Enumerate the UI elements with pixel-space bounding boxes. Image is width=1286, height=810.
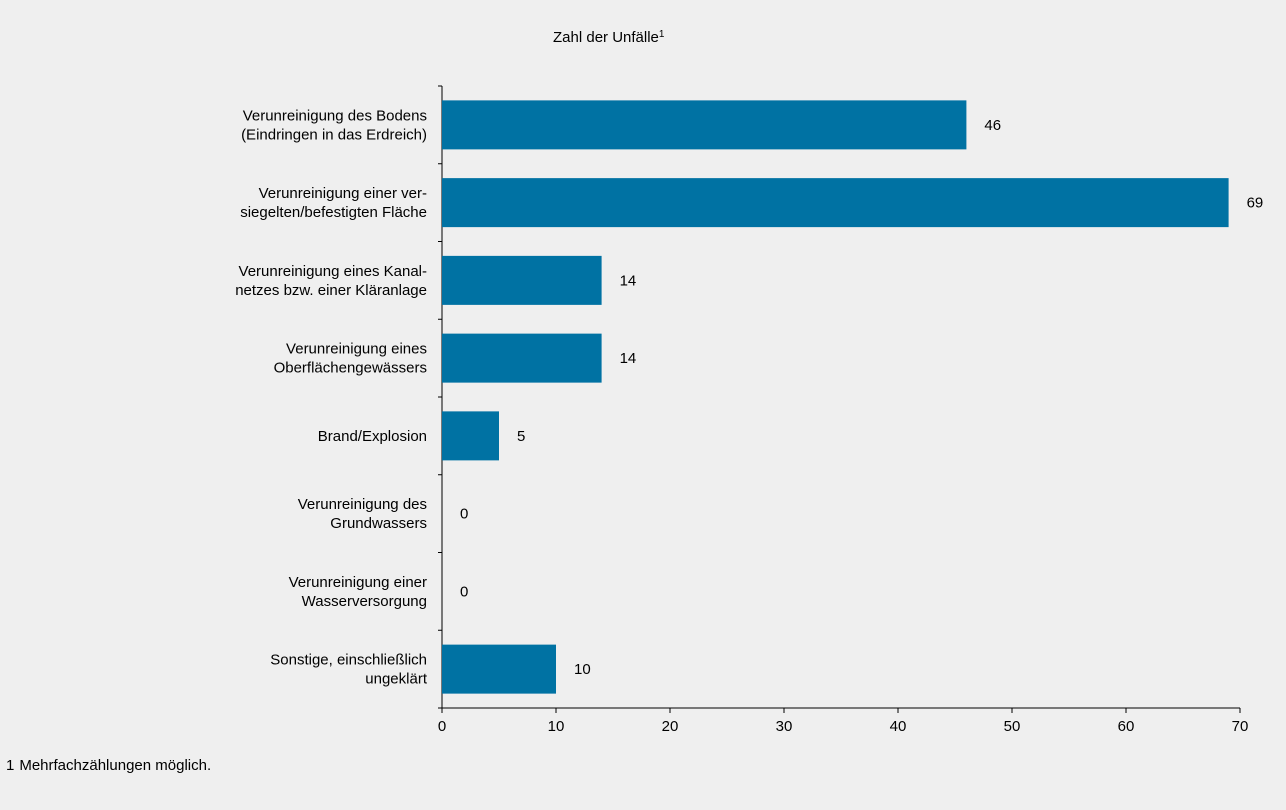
category-label: Verunreinigung eines Kanal-netzes bzw. e… (235, 263, 427, 299)
bar-value-label: 14 (620, 350, 637, 367)
footnote-text: Mehrfachzählungen möglich. (19, 757, 212, 774)
bar-value-label: 5 (517, 428, 525, 445)
footnote-number: 1 (6, 757, 15, 774)
category-label-line: Verunreinigung des (298, 496, 427, 513)
category-label-line: Brand/Explosion (318, 428, 427, 445)
x-tick-label: 30 (776, 718, 793, 735)
category-label-line: Grundwassers (330, 515, 427, 532)
category-label: Brand/Explosion (318, 428, 427, 445)
x-tick-label: 60 (1118, 718, 1135, 735)
category-label: Verunreinigung eines Oberflächengewässers (274, 341, 427, 377)
category-label-line: Wasserversorgung (302, 593, 427, 610)
bar (442, 333, 602, 383)
bar-value-label: 46 (984, 117, 1001, 134)
category-label-line: Verunreinigung einer (289, 574, 427, 591)
bar-value-label: 69 (1247, 195, 1264, 212)
category-label-line: Verunreinigung einer ver- (259, 185, 427, 202)
category-label: Verunreinigung einer Wasserversorgung (289, 574, 427, 610)
bar-value-label: 0 (460, 583, 468, 600)
category-label-line: Verunreinigung eines (286, 341, 427, 358)
category-label-line: Oberflächengewässers (274, 360, 427, 377)
footnote: 1 Mehrfachzählungen möglich. (6, 757, 211, 774)
bar (442, 411, 499, 461)
x-tick-label: 40 (890, 718, 907, 735)
bar-value-label: 14 (620, 272, 637, 289)
x-tick-label: 70 (1232, 718, 1249, 735)
chart-title: Zahl der Unfälle1 (553, 29, 665, 46)
category-label-line: ungeklärt (365, 671, 428, 688)
bar (442, 178, 1229, 228)
x-tick-label: 10 (548, 718, 565, 735)
x-tick-label: 0 (438, 718, 446, 735)
category-label-line: (Eindringen in das Erdreich) (241, 126, 427, 143)
category-label-line: Sonstige, einschließlich (270, 652, 427, 669)
bar-value-label: 10 (574, 661, 591, 678)
bar (442, 255, 602, 305)
category-label: Sonstige, einschließlich ungeklärt (270, 652, 428, 688)
bar (442, 644, 556, 694)
category-label: Verunreinigung des Grundwassers (298, 496, 427, 532)
x-tick-label: 20 (662, 718, 679, 735)
category-label-line: siegelten/befestigten Fläche (240, 204, 427, 221)
bar-value-label: 0 (460, 506, 468, 523)
category-label-line: netzes bzw. einer Kläranlage (235, 282, 427, 299)
title-footnote-marker: 1 (659, 29, 665, 40)
bar (442, 100, 967, 150)
x-tick-label: 50 (1004, 718, 1021, 735)
category-label: Verunreinigung einer ver-siegelten/befes… (240, 185, 427, 221)
category-label-line: Verunreinigung eines Kanal- (239, 263, 427, 280)
category-label-line: Verunreinigung des Bodens (243, 107, 427, 124)
category-label: Verunreinigung des Bodens (Eindringen in … (241, 107, 427, 143)
